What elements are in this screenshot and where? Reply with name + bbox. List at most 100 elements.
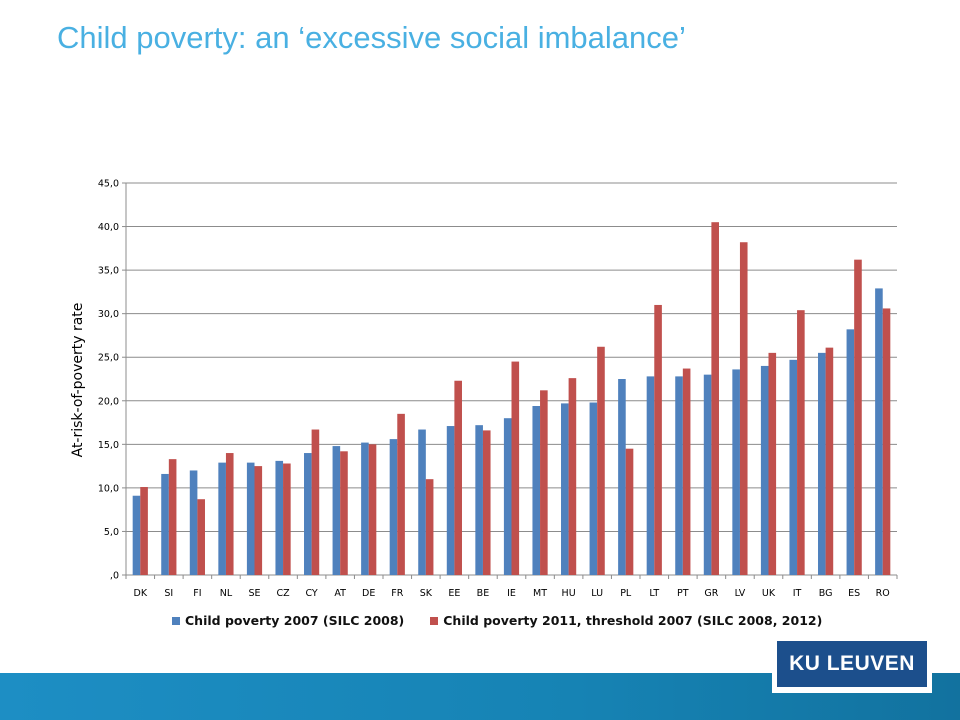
- bar-2011-fi: [197, 499, 205, 575]
- y-tick-label: 5,0: [104, 527, 119, 538]
- ku-leuven-logo: KU LEUVEN: [772, 635, 932, 693]
- bar-2007-mt: [532, 406, 541, 575]
- bar-2007-lu: [589, 402, 598, 575]
- y-tick-label: 40,0: [98, 222, 119, 233]
- bar-2011-lv: [739, 242, 748, 576]
- x-tick-label: AT: [334, 588, 346, 599]
- x-tick-label: HU: [562, 588, 576, 599]
- y-axis-label: At-risk-of-poverty rate: [70, 302, 86, 458]
- x-tick-label: SK: [420, 588, 433, 599]
- logo-text: KU LEUVEN: [777, 641, 927, 687]
- bar-2011-fr: [397, 413, 405, 575]
- y-tick-label: 45,0: [98, 179, 119, 190]
- bar-2007-fr: [389, 439, 398, 575]
- x-tick-label: IE: [507, 588, 516, 599]
- bar-2007-bg: [818, 352, 826, 575]
- x-tick-label: ES: [848, 588, 860, 599]
- bar-2007-es: [846, 329, 855, 575]
- x-tick-label: MT: [533, 588, 547, 599]
- bar-2011-de: [368, 444, 377, 575]
- x-tick-label: IT: [793, 588, 802, 599]
- bar-2011-cy: [311, 429, 320, 575]
- bar-2011-be: [482, 430, 491, 575]
- x-tick-label: SE: [248, 588, 260, 599]
- bar-2007-be: [475, 425, 483, 575]
- bar-2011-it: [797, 310, 805, 575]
- bar-2007-ie: [503, 418, 512, 575]
- bar-2007-gr: [703, 374, 712, 575]
- x-tick-label: RO: [876, 588, 890, 599]
- x-tick-label: CZ: [276, 588, 290, 599]
- bar-2011-si: [168, 459, 177, 575]
- bar-2011-dk: [140, 487, 148, 575]
- x-tick-labels: DK SI FI NL SE CZ CY AT DE FR SK EE BE IE MT HU LU PL LT PT…: [134, 588, 890, 599]
- bar-2011-cz: [283, 463, 291, 575]
- bar-2011-bg: [825, 347, 834, 575]
- x-tick-label: BE: [477, 588, 490, 599]
- bar-2007-dk: [132, 495, 141, 575]
- bar-2007-hu: [561, 403, 569, 575]
- bar-2007-at: [332, 446, 341, 575]
- x-tick-label: CY: [305, 588, 317, 599]
- x-tick-label: GR: [704, 588, 718, 599]
- bar-2011-ie: [511, 361, 520, 575]
- bar-2007-sk: [418, 429, 426, 575]
- legend: Child poverty 2007 (SILC 2008) Child pov…: [172, 613, 822, 628]
- y-tick-label: 25,0: [98, 353, 119, 364]
- bar-2011-lt: [654, 304, 662, 575]
- bar-2007-it: [789, 359, 798, 575]
- legend-label-2007: Child poverty 2007 (SILC 2008): [185, 613, 405, 628]
- x-tick-label: DK: [134, 588, 148, 599]
- bar-2011-at: [340, 451, 348, 575]
- bar-2011-pl: [625, 448, 634, 575]
- x-tick-label: EE: [448, 588, 460, 599]
- bar-2007-lv: [732, 369, 740, 575]
- x-tick-label: FR: [391, 588, 403, 599]
- bar-2007-si: [161, 473, 169, 575]
- bar-2007-ro: [875, 288, 883, 575]
- bar-2011-se: [254, 466, 263, 575]
- legend-label-2011: Child poverty 2011, threshold 2007 (SILC…: [443, 613, 823, 628]
- x-tick-label: SI: [164, 588, 173, 599]
- y-tick-label: 20,0: [98, 396, 119, 407]
- bar-2011-sk: [425, 479, 434, 575]
- bar-2011-es: [854, 259, 862, 575]
- x-tick-label: LV: [735, 588, 746, 599]
- slide-title: Child poverty: an ‘excessive social imba…: [57, 20, 686, 55]
- bar-2007-lt: [646, 376, 655, 575]
- y-tick-label: 35,0: [98, 266, 119, 277]
- bar-2011-hu: [568, 378, 577, 575]
- bar-2007-nl: [218, 462, 226, 575]
- y-tick-label: 30,0: [98, 309, 119, 320]
- bar-2007-uk: [760, 365, 769, 575]
- bar-2011-uk: [768, 352, 777, 575]
- bar-2007-cy: [304, 453, 312, 575]
- legend-swatch-2011: [430, 616, 439, 625]
- bar-2011-pt: [682, 368, 691, 575]
- x-tick-label: PL: [620, 588, 632, 599]
- x-tick-label: UK: [762, 588, 776, 599]
- bars: [132, 222, 891, 576]
- bar-2011-lu: [597, 346, 605, 575]
- legend-swatch-2007: [172, 616, 180, 625]
- x-tick-label: PT: [677, 588, 689, 599]
- bar-2007-fi: [189, 470, 198, 575]
- bar-2011-gr: [711, 222, 719, 575]
- bar-2007-cz: [275, 460, 284, 575]
- x-tick-label: DE: [362, 588, 375, 599]
- bar-2007-de: [361, 442, 369, 575]
- x-tick-label: LT: [649, 588, 659, 599]
- x-tick-label: NL: [220, 588, 233, 599]
- bar-2007-pt: [675, 376, 683, 575]
- y-tick-label: 15,0: [98, 440, 119, 451]
- x-tick-label: FI: [193, 588, 201, 599]
- x-tick-label: BG: [819, 588, 833, 599]
- bar-2007-se: [246, 462, 255, 575]
- x-tick-label: LU: [591, 588, 603, 599]
- bar-2011-mt: [540, 390, 548, 575]
- bar-2011-ro: [882, 308, 891, 575]
- y-tick-label: ,0: [110, 571, 119, 582]
- bar-2011-ee: [454, 380, 462, 575]
- y-tick-labels: ,0 5,0 10,0 15,0 20,0 25,0 30,0 35,0 40,0 45,0: [98, 179, 119, 582]
